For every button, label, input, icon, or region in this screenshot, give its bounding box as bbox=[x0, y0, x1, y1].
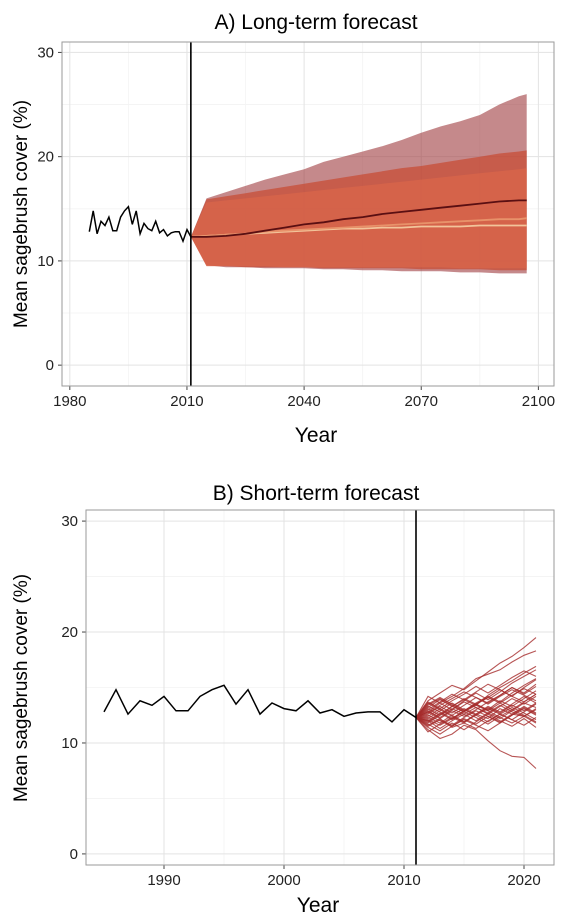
panel-b-x-tick-label: 2020 bbox=[507, 872, 540, 889]
panel-b-x-tick-label: 2000 bbox=[267, 872, 300, 889]
panel-b-x-tick-label: 2010 bbox=[387, 872, 420, 889]
panel-b-simulation-line-30 bbox=[416, 702, 537, 724]
panel-b-simulation-line-27 bbox=[415, 689, 537, 718]
panel-b-simulation-line-18 bbox=[415, 713, 537, 733]
panel-b-observed-line bbox=[103, 684, 417, 723]
panel-b-simulation-line-25 bbox=[415, 685, 537, 720]
panel-a-forecast-mean-line-1 bbox=[190, 199, 527, 238]
panel-a-y-tick-label: 30 bbox=[37, 44, 54, 61]
panel-a-y-tick-label: 20 bbox=[37, 149, 54, 166]
panel-b-title: B) Short-term forecast bbox=[213, 482, 420, 505]
panel-a-title: A) Long-term forecast bbox=[214, 11, 417, 34]
panel-b-simulation-line-26 bbox=[415, 706, 537, 727]
panel-b-grid bbox=[86, 510, 554, 865]
panel-b-y-tick-label: 30 bbox=[61, 513, 78, 530]
panel-a-plot-border bbox=[61, 41, 555, 387]
panel-b-y-tick-label: 0 bbox=[70, 846, 78, 863]
panel-a-x-tick-label: 2070 bbox=[405, 393, 438, 410]
panel-a-x-axis-label: Year bbox=[295, 424, 337, 447]
panel-a-y-tick-label: 10 bbox=[37, 253, 54, 270]
panel-b-x-tick-label: 1990 bbox=[147, 872, 180, 889]
panel-b-y-axis-label: Mean sagebrush cover (%) bbox=[11, 574, 32, 802]
panel-a-y-axis-label: Mean sagebrush cover (%) bbox=[11, 100, 32, 328]
panel-b-simulation-line-29 bbox=[415, 670, 537, 718]
panel-b-chart: B) Short-term forecast 1990 2000 2010 20200… bbox=[11, 482, 555, 917]
panel-b-y-tick-label: 10 bbox=[61, 735, 78, 752]
panel-a-x-tick-label: 2010 bbox=[170, 393, 203, 410]
panel-b-simulation-line-2 bbox=[415, 717, 537, 769]
panel-b-plot-border bbox=[85, 509, 555, 866]
panel-b-x-axis-label: Year bbox=[297, 894, 339, 917]
panel-a-x-tick-label: 2100 bbox=[522, 393, 555, 410]
panel-a-x-tick-label: 1980 bbox=[53, 393, 86, 410]
panel-b-simulation-line-20 bbox=[415, 702, 537, 723]
panel-b-simulation-line-1 bbox=[415, 637, 537, 718]
panel-b-simulation-line-14 bbox=[415, 713, 537, 732]
panel-a-x-tick-label: 2040 bbox=[287, 393, 320, 410]
panel-b-simulation-line-28 bbox=[415, 709, 537, 725]
panel-a-y-tick-label: 0 bbox=[46, 357, 54, 374]
panel-a-chart: A) Long-term forecast 1980 2010 2040 2070 21… bbox=[11, 11, 555, 447]
panel-b-simulation-line-7 bbox=[415, 678, 537, 718]
panel-b-y-tick-label: 20 bbox=[61, 624, 78, 641]
panel-a-observed-line bbox=[88, 205, 192, 244]
